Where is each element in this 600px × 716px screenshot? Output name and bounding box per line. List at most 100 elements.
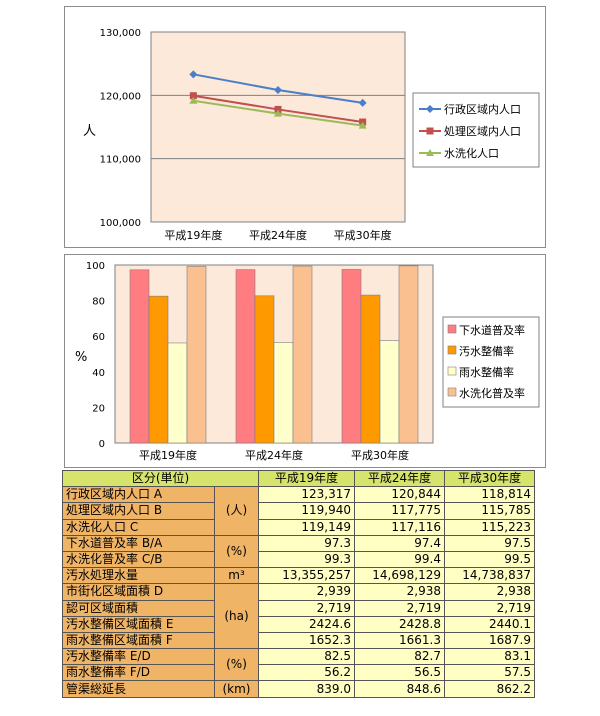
value-cell: 57.5	[444, 664, 535, 682]
table-body: 行政区域内人口 A (人) 123,317 120,844 118,814 処理区域内人口…	[62, 486, 535, 698]
legend-swatch	[447, 345, 457, 355]
data-point	[274, 109, 282, 117]
value-cell: 115,785	[444, 502, 535, 520]
value-cell: 119,149	[258, 518, 355, 536]
value-cell: 123,317	[258, 486, 355, 504]
y-tick-label: 120,000	[100, 91, 141, 102]
unit-label: (%)	[214, 534, 259, 569]
table-row: 認可区域面積 2,719 2,719 2,719	[62, 599, 535, 617]
table-row: 汚水整備区域面積 E 2424.6 2428.8 2440.1	[62, 615, 535, 633]
y-tick-label: 110,000	[100, 155, 141, 166]
y-tick-label: 100,000	[100, 218, 141, 229]
legend-swatch	[447, 324, 457, 334]
header-h30: 平成30年度	[444, 469, 535, 488]
data-point	[189, 96, 198, 104]
bar	[186, 265, 207, 444]
data-point	[189, 92, 197, 100]
row-label: 雨水整備区域面積 F	[62, 631, 215, 650]
value-cell: 83.1	[444, 648, 535, 666]
header-h19: 平成19年度	[258, 469, 355, 488]
value-cell: 2424.6	[258, 615, 355, 633]
unit-label: (ha)	[214, 583, 259, 650]
row-label: 下水道普及率 B/A	[62, 534, 215, 552]
value-cell: 117,116	[354, 518, 445, 536]
row-label: 汚水整備区域面積 E	[62, 615, 215, 633]
value-cell: 118,814	[444, 486, 535, 504]
value-cell: 2440.1	[444, 615, 535, 633]
value-cell: 14,738,837	[444, 567, 535, 585]
legend-swatch	[447, 387, 457, 397]
x-tick-label: 平成30年度	[334, 228, 392, 242]
table-row: 雨水整備率 F/D 56.2 56.5 57.5	[62, 664, 535, 682]
table-row: 汚水処理水量 m³ 13,355,257 14,698,129 14,738,837	[62, 567, 535, 585]
row-label: 水洗化普及率 C/B	[62, 550, 215, 569]
value-cell: 56.5	[354, 664, 445, 682]
value-cell: 2,719	[354, 599, 445, 617]
value-cell: 2,719	[258, 599, 355, 617]
value-cell: 862.2	[444, 680, 535, 698]
legend-marker	[426, 105, 434, 113]
bar	[273, 342, 294, 444]
table-header-row: 区分(単位) 平成19年度 平成24年度 平成30年度	[62, 469, 535, 488]
legend-label: 雨水整備率	[459, 365, 514, 379]
data-point	[358, 121, 367, 129]
bar	[129, 269, 150, 444]
bar	[398, 265, 419, 444]
value-cell: 117,775	[354, 502, 445, 520]
bar	[148, 295, 169, 444]
value-cell: 120,844	[354, 486, 445, 504]
legend-swatch	[447, 366, 457, 376]
data-point	[274, 85, 282, 94]
unit-label: m³	[214, 567, 259, 585]
value-cell: 2,938	[444, 583, 535, 601]
plot-area	[150, 31, 406, 223]
value-cell: 97.5	[444, 534, 535, 552]
rate-bar-chart: 0 20 40 60 80 100% 平成19年度 平成24年度 平成30年度 下水道普及率 汚水整…	[64, 254, 546, 468]
legend-box	[442, 316, 540, 408]
header-category: 区分(単位)	[62, 469, 259, 488]
legend-marker	[426, 149, 434, 156]
value-cell: 14,698,129	[354, 567, 445, 585]
legend-marker	[426, 127, 434, 135]
legend-label: 下水道普及率	[459, 323, 525, 337]
value-cell: 97.3	[258, 534, 355, 552]
x-tick-label: 平成19年度	[164, 228, 222, 242]
value-cell: 839.0	[258, 680, 355, 698]
bar	[341, 269, 362, 444]
y-tick-label: 80	[92, 297, 105, 308]
table-row: 市街化区域面積 D (ha) 2,939 2,938 2,938	[62, 583, 535, 650]
x-tick-label: 平成24年度	[249, 228, 307, 242]
data-point	[189, 70, 198, 79]
unit-label: (km)	[214, 680, 259, 698]
unit-label: (%)	[214, 648, 259, 682]
x-tick-label: 平成24年度	[245, 448, 303, 462]
y-tick-label: 40	[92, 368, 105, 379]
row-label: 行政区域内人口 A	[62, 486, 215, 504]
legend-label: 水洗化普及率	[459, 386, 525, 400]
bar	[379, 340, 400, 444]
table-row: 水洗化普及率 C/B 99.3 99.4 99.5	[62, 550, 535, 569]
row-label: 水洗化人口 C	[62, 518, 215, 536]
value-cell: 848.6	[354, 680, 445, 698]
row-label: 管渠総延長	[62, 680, 215, 698]
table-row: 行政区域内人口 A (人) 123,317 120,844 118,814	[62, 486, 535, 536]
table-row: 管渠総延長 (km) 839.0 848.6 862.2	[62, 680, 535, 698]
data-point	[358, 98, 367, 107]
row-label: 市街化区域面積 D	[62, 583, 215, 601]
value-cell: 1687.9	[444, 631, 535, 650]
value-cell: 119,940	[258, 502, 355, 520]
rate-bar-chart-svg: 0 20 40 60 80 100% 平成19年度 平成24年度 平成30年度 下水道普及率汚水整…	[75, 261, 540, 462]
x-tick-label: 平成30年度	[351, 448, 409, 462]
value-cell: 82.5	[258, 648, 355, 666]
y-tick-label: 130,000	[100, 28, 141, 39]
value-cell: 99.5	[444, 550, 535, 569]
y-tick-label: 20	[92, 403, 105, 414]
row-label: 汚水処理水量	[62, 567, 215, 585]
unit-label: (人)	[214, 486, 259, 536]
value-cell: 56.2	[258, 664, 355, 682]
bar	[167, 342, 188, 444]
value-cell: 1661.3	[354, 631, 445, 650]
statistics-table: 区分(単位) 平成19年度 平成24年度 平成30年度 行政区域内人口 A (人)…	[62, 469, 535, 698]
legend-label: 処理区域内人口	[444, 124, 521, 138]
